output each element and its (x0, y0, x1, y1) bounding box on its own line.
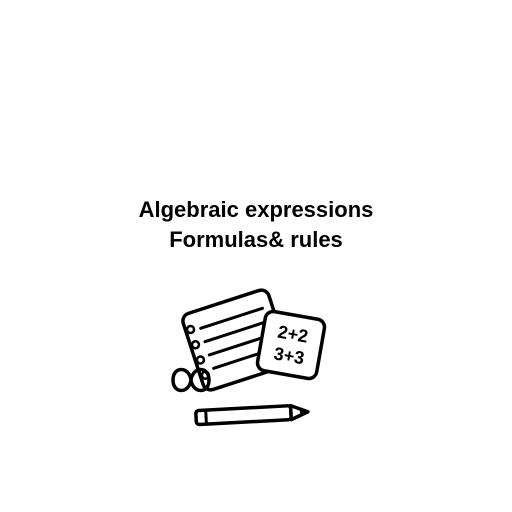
pencil-icon (196, 405, 309, 425)
title-line-1: Algebraic expressions (0, 195, 512, 225)
equation-card-icon: 2+2 3+3 (256, 310, 326, 380)
title-block: Algebraic expressions Formulas& rules (0, 195, 512, 254)
title-line-2: Formulas& rules (0, 225, 512, 255)
math-illustration: 2+2 3+3 (156, 285, 356, 455)
